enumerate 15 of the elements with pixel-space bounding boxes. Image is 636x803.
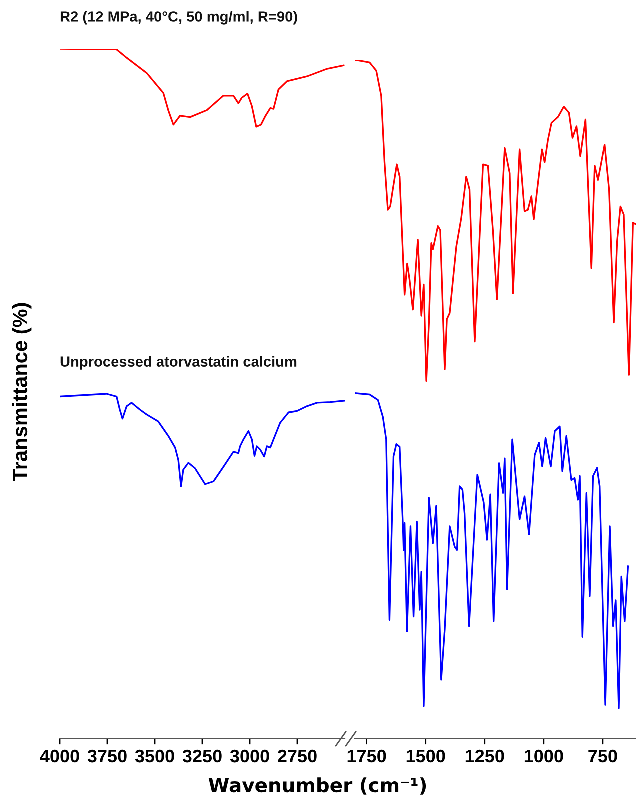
x-tick-label: 1000	[524, 750, 564, 763]
x-tick-label: 3000	[230, 750, 270, 763]
x-tick-label: 1250	[466, 750, 504, 763]
x-tick-label: 3750	[88, 750, 127, 763]
x-tick-label: 4000	[40, 750, 80, 763]
series-label: Unprocessed atorvastatin calcium	[60, 356, 297, 370]
y-axis-title: Transmittance (%)	[12, 303, 32, 482]
x-tick-label: 1500	[406, 750, 446, 763]
x-tick-label: 3500	[135, 750, 174, 763]
x-tick-label: 1750	[348, 750, 386, 763]
x-tick-label: 750	[588, 750, 618, 763]
x-tick-label: 2750	[278, 750, 317, 763]
x-tick-label: 3250	[182, 750, 222, 763]
x-axis-title: Wavenumber (cm⁻¹)	[208, 778, 426, 795]
series-label: R2 (12 MPa, 40°C, 50 mg/ml, R=90)	[60, 11, 298, 25]
